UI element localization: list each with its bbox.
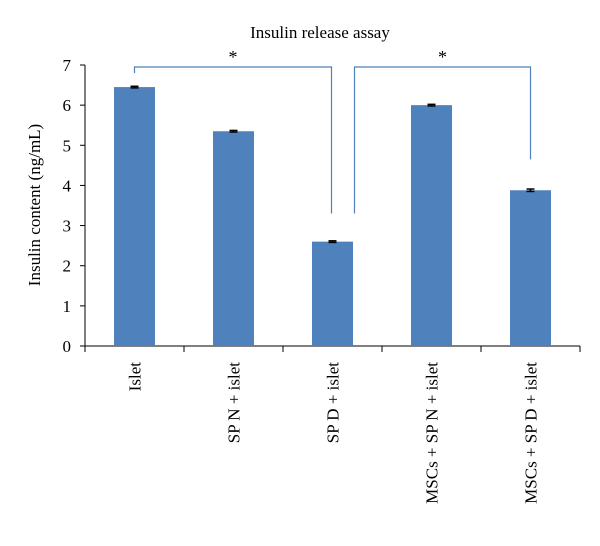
x-tick-label: SP N + islet [225,362,244,444]
bar [411,105,452,347]
significance-bracket [133,66,333,214]
y-tick-label: 6 [63,96,72,115]
x-tick-label: SP D + islet [324,362,343,444]
y-tick-label: 1 [63,297,72,316]
y-tick-label: 0 [63,337,72,356]
y-tick-label: 3 [63,217,72,236]
bar [312,241,353,346]
bar [510,190,551,346]
chart-title: Insulin release assay [250,23,390,42]
x-tick-label: Islet [126,362,145,392]
x-tick-label: MSCs + SP N + islet [423,362,442,504]
x-tick-label: MSCs + SP D + islet [522,362,541,504]
plot-area: 0 1 2 3 4 5 6 7 Islet SP N + islet SP D + islet MSC… [63,47,581,504]
significance-marker: * [438,47,447,67]
significance-marker: * [229,47,238,67]
significance-bracket [353,66,532,214]
y-tick-label: 7 [63,56,72,75]
y-axis-label: Insulin content (ng/mL) [25,124,44,286]
bar [213,131,254,346]
y-tick-label: 4 [63,176,72,195]
y-tick-label: 2 [63,257,72,276]
y-tick-label: 5 [63,136,72,155]
bar [114,87,155,346]
